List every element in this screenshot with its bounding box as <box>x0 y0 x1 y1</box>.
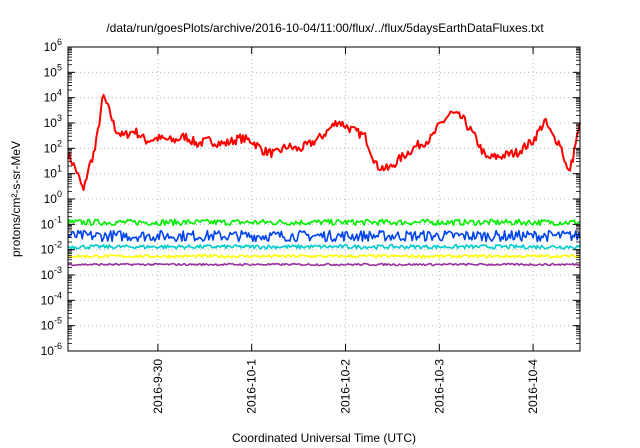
y-tick-label: 10-4 <box>41 290 62 307</box>
x-tick-label: 2016-10-1 <box>245 359 259 414</box>
grid-lines <box>68 47 580 351</box>
y-tick-label: 10-3 <box>41 265 62 282</box>
data-series <box>67 93 581 267</box>
series-line-3 <box>67 244 581 250</box>
y-tick-label: 10-6 <box>41 341 62 358</box>
y-tick-label: 103 <box>44 113 62 130</box>
y-tick-label: 10-5 <box>41 316 62 333</box>
y-tick-label: 105 <box>44 62 62 79</box>
x-axis-ticks: 2016-9-30 2016-10-1 2016-10-2 2016-10-3 2016… <box>151 47 540 414</box>
y-tick-label: 106 <box>44 37 62 54</box>
series-line-0 <box>67 93 581 192</box>
series-line-5 <box>68 262 581 267</box>
x-tick-label: 2016-10-4 <box>526 359 540 414</box>
y-tick-label: 10-1 <box>41 214 62 231</box>
y-tick-label: 10-2 <box>41 240 62 257</box>
chart-title: /data/run/goesPlots/archive/2016-10-04/1… <box>106 21 544 35</box>
x-tick-label: 2016-10-2 <box>338 359 352 414</box>
series-line-1 <box>67 218 581 227</box>
y-tick-label: 101 <box>44 164 62 181</box>
y-tick-label: 104 <box>44 88 62 105</box>
y-axis-ticks: 10-6 10-5 10-4 10-3 10-2 10-1 100 101 102 103 104 1… <box>41 37 580 358</box>
y-axis-label: protons/cm²-s-sr-MeV <box>9 141 23 257</box>
series-line-4 <box>67 253 581 259</box>
x-tick-label: 2016-10-3 <box>432 359 446 414</box>
x-tick-label: 2016-9-30 <box>151 359 165 414</box>
y-tick-label: 100 <box>44 189 62 206</box>
x-axis-label: Coordinated Universal Time (UTC) <box>232 431 416 445</box>
y-tick-label: 102 <box>44 138 62 155</box>
series-line-2 <box>67 229 581 243</box>
